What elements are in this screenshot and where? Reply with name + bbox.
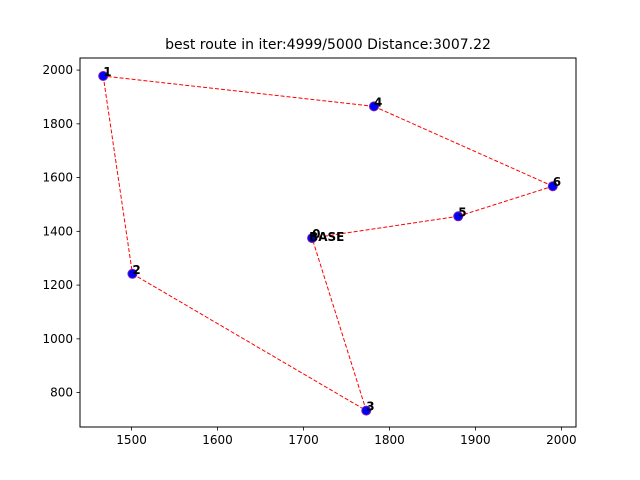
x-tick-label: 1800: [374, 433, 405, 447]
route-segment: [312, 215, 459, 239]
route-point: [98, 71, 109, 82]
point-label: 4: [374, 95, 382, 109]
y-tick-label: 800: [50, 386, 73, 400]
route-point: [307, 233, 318, 244]
route-segment: [102, 75, 133, 274]
y-tick-label: 1200: [42, 278, 73, 292]
plot-area: [79, 57, 577, 428]
route-point: [127, 268, 138, 279]
route-point: [361, 405, 372, 416]
route-segment: [311, 237, 367, 411]
point-label: 5: [458, 205, 466, 219]
y-tick-label: 1400: [42, 224, 73, 238]
y-tick-label: 1800: [42, 117, 73, 131]
y-tick-label: 1600: [42, 171, 73, 185]
route-point: [547, 181, 558, 192]
route-segment: [132, 273, 367, 412]
y-tick-label: 1000: [42, 332, 73, 346]
x-tick-label: 1900: [460, 433, 491, 447]
y-tick-label: 2000: [42, 63, 73, 77]
route-segment: [103, 75, 375, 107]
route-point: [453, 211, 464, 222]
x-tick-label: 2000: [546, 433, 577, 447]
point-label: 6: [553, 175, 561, 189]
x-tick-label: 1600: [202, 433, 233, 447]
point-label: 0: [312, 227, 320, 241]
point-label: 3: [366, 400, 374, 414]
route-segment: [458, 185, 553, 217]
x-tick-label: 1700: [288, 433, 319, 447]
axis-ticks: 1500 1600 1700 1800 1900 2000 800 1000 1200 1400 1…: [42, 63, 576, 447]
point-label: 2: [132, 263, 140, 277]
point-label: 1: [103, 65, 111, 79]
x-tick-label: 1500: [116, 433, 147, 447]
base-label: BASE: [309, 230, 344, 244]
route-segment: [373, 105, 553, 187]
route-lines: [102, 75, 553, 412]
route-points: [98, 71, 558, 416]
route-point: [368, 101, 379, 112]
point-labels: 0 1 2 3 4 5 6 BASE: [103, 65, 561, 414]
chart-title: best route in iter:4999/5000 Distance:30…: [165, 37, 491, 53]
